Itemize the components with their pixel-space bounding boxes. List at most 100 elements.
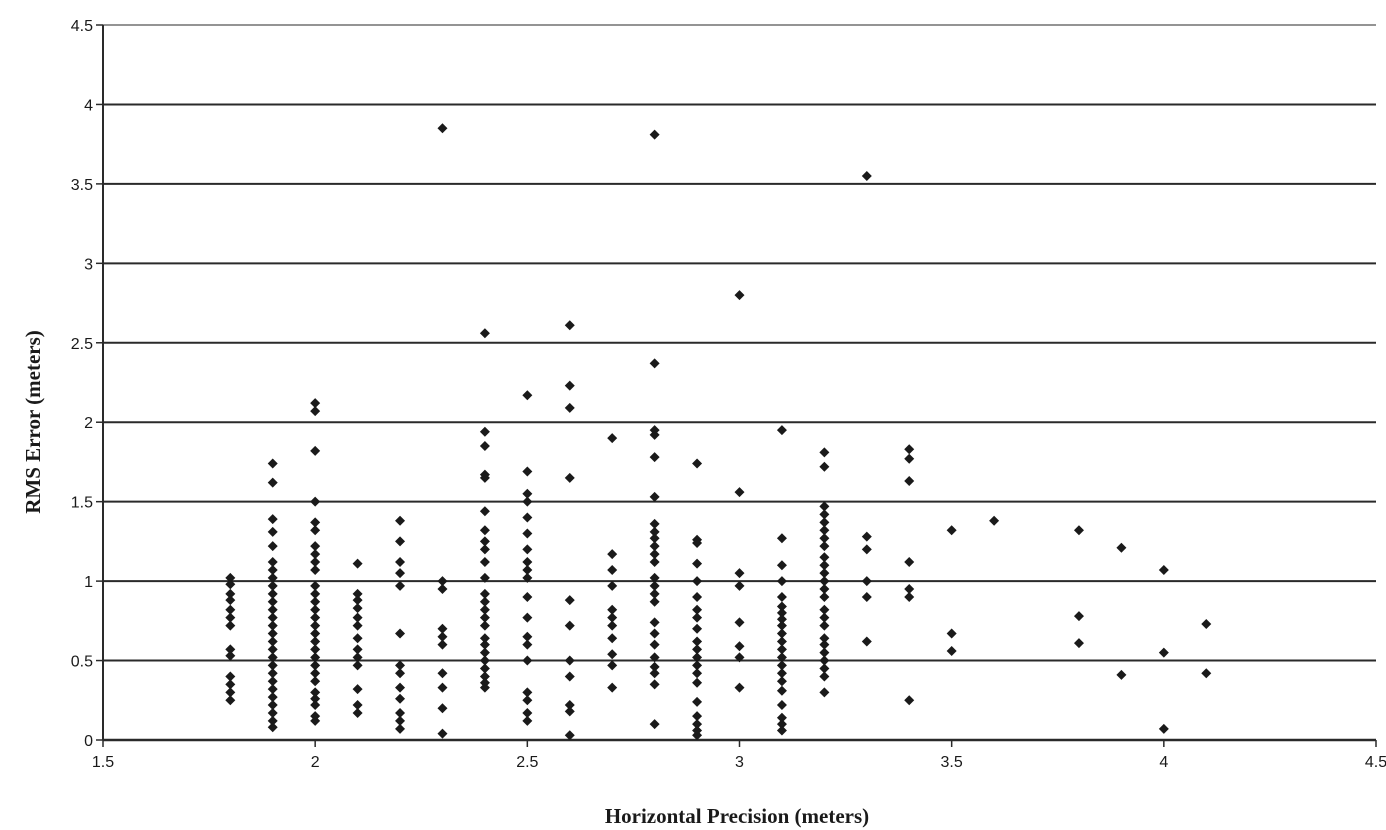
data-point [310, 398, 321, 409]
data-point [267, 692, 278, 703]
data-point [649, 549, 660, 560]
data-point [819, 647, 830, 658]
data-point [310, 620, 321, 631]
data-point [776, 636, 787, 647]
data-point [904, 453, 915, 464]
data-point [267, 572, 278, 583]
data-point [564, 655, 575, 666]
data-point [310, 588, 321, 599]
data-point [607, 549, 618, 560]
data-point [692, 677, 703, 688]
data-point [310, 549, 321, 560]
x-tick-label: 3 [735, 754, 744, 771]
data-point [352, 603, 363, 614]
data-point [649, 596, 660, 607]
data-point [649, 526, 660, 537]
data-point [522, 572, 533, 583]
data-point [776, 700, 787, 711]
data-point [692, 636, 703, 647]
data-point [1116, 669, 1127, 680]
data-point [776, 644, 787, 655]
data-point [522, 496, 533, 507]
data-point [479, 544, 490, 555]
data-point [310, 496, 321, 507]
data-point [819, 517, 830, 528]
data-point [649, 661, 660, 672]
data-point [649, 491, 660, 502]
data-point [564, 380, 575, 391]
data-point [479, 655, 490, 666]
data-point [267, 715, 278, 726]
data-point [310, 557, 321, 568]
data-point [861, 592, 872, 602]
data-point [819, 620, 830, 631]
data-point [946, 525, 957, 536]
data-point [479, 328, 490, 339]
data-point [819, 687, 830, 698]
data-point [989, 515, 1000, 526]
y-axis-title: RMS Error (meters) [21, 330, 45, 513]
data-point [395, 536, 406, 547]
data-point [692, 604, 703, 615]
data-point [225, 650, 236, 661]
data-point [225, 604, 236, 615]
data-point [607, 649, 618, 660]
data-point [310, 636, 321, 647]
data-point [776, 685, 787, 696]
data-point [692, 668, 703, 679]
data-point [352, 595, 363, 606]
data-point [649, 617, 660, 628]
data-point [607, 620, 618, 631]
data-point [522, 528, 533, 539]
data-point [607, 580, 618, 591]
data-point [352, 652, 363, 663]
data-point [225, 588, 236, 599]
data-point [861, 170, 872, 181]
data-point [649, 533, 660, 544]
data-point [607, 604, 618, 615]
data-point [692, 644, 703, 655]
data-point [776, 607, 787, 618]
data-point [522, 631, 533, 642]
data-point [437, 576, 448, 587]
data-point [267, 564, 278, 575]
data-point [310, 525, 321, 536]
data-point [267, 514, 278, 525]
data-point [395, 628, 406, 639]
data-point [734, 487, 745, 498]
data-point [649, 588, 660, 599]
data-point [437, 631, 448, 642]
data-point [522, 639, 533, 650]
data-point [395, 568, 406, 579]
data-point [564, 671, 575, 682]
data-point [776, 652, 787, 663]
data-point [861, 576, 872, 587]
data-point [522, 687, 533, 698]
data-point [904, 695, 915, 706]
data-point [267, 612, 278, 623]
x-tick-label: 2 [311, 754, 320, 771]
data-point [692, 730, 703, 741]
data-point [692, 660, 703, 671]
data-point [437, 623, 448, 634]
data-point [352, 707, 363, 718]
data-point [1158, 647, 1169, 658]
data-point [522, 655, 533, 666]
y-tick-label: 4.5 [71, 18, 93, 35]
data-point [437, 668, 448, 679]
data-point [819, 541, 830, 552]
data-point [734, 652, 745, 663]
data-point [479, 426, 490, 437]
data-point [267, 700, 278, 711]
data-point [734, 617, 745, 628]
data-points [225, 123, 1212, 741]
data-point [776, 601, 787, 612]
data-point [904, 584, 915, 595]
x-axis-title: Horizontal Precision (meters) [605, 804, 869, 828]
data-point [395, 580, 406, 591]
data-point [649, 452, 660, 463]
data-point [310, 580, 321, 591]
data-point [776, 592, 787, 602]
data-point [310, 628, 321, 639]
